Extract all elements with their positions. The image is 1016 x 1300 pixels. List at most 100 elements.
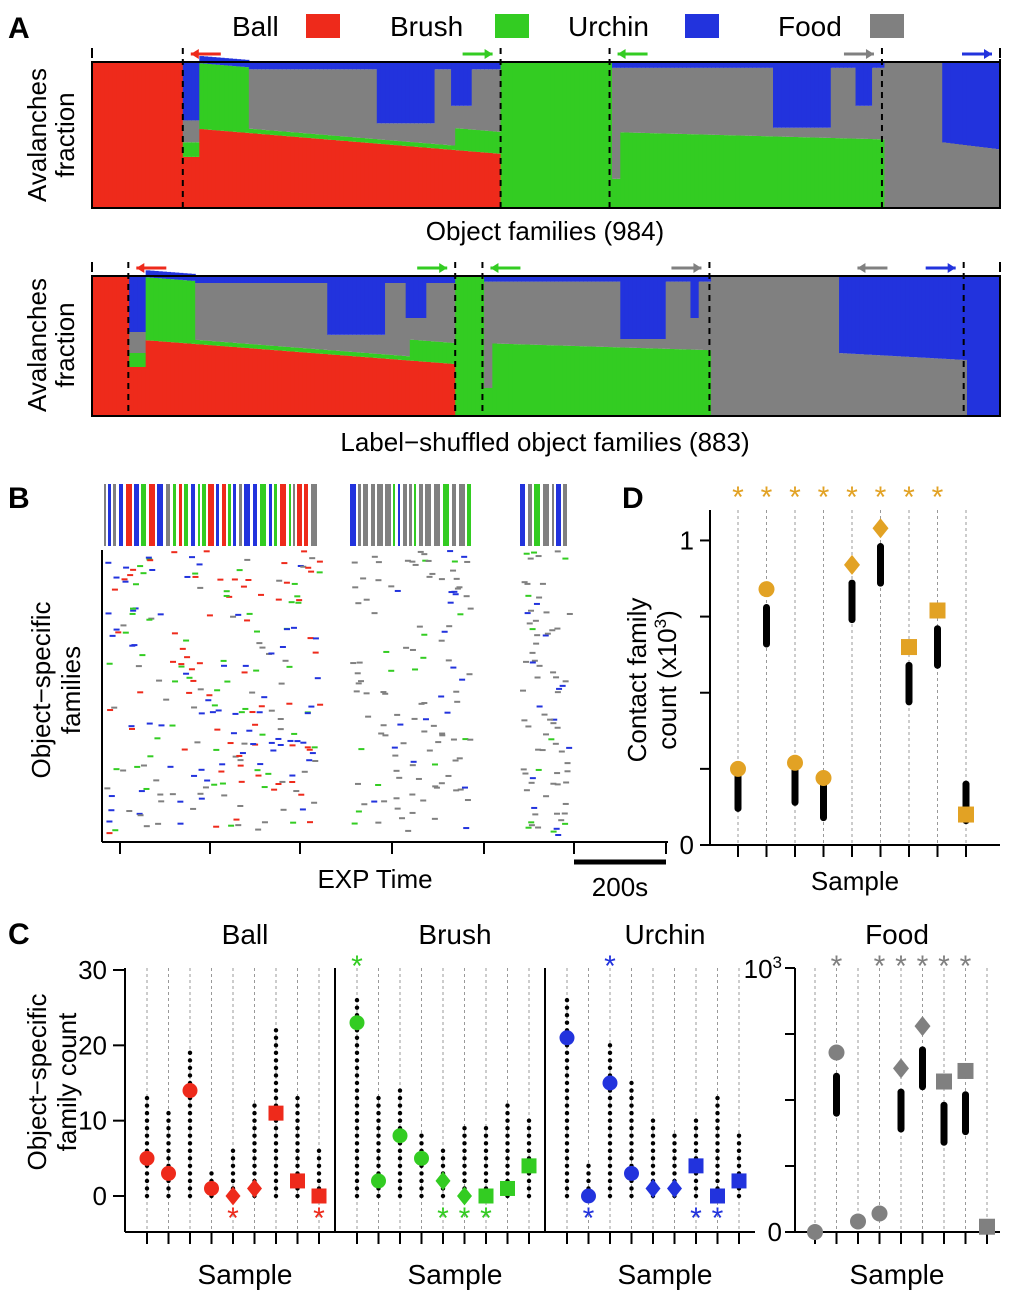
area-cell	[719, 276, 725, 416]
area-cell	[706, 67, 712, 135]
family-dash	[196, 662, 203, 665]
area-cell	[446, 62, 452, 70]
family-dash	[147, 755, 154, 758]
area-cell	[199, 56, 205, 64]
family-dash	[111, 588, 118, 591]
area-cell	[744, 67, 749, 136]
area-cell	[719, 62, 725, 68]
area-cell	[991, 276, 997, 416]
area-cell	[306, 133, 312, 138]
area-cell	[872, 276, 877, 355]
area-cell	[294, 347, 299, 352]
area-cell	[484, 388, 489, 416]
area-cell	[525, 344, 531, 416]
family-dash	[532, 619, 539, 622]
null-dot	[376, 1133, 381, 1138]
family-dash	[232, 755, 239, 758]
family-stripe	[166, 484, 170, 546]
legend-label-urchin: Urchin	[568, 11, 649, 42]
null-dot	[505, 1110, 510, 1116]
family-dash	[261, 786, 268, 789]
area-cell	[236, 132, 242, 208]
area-cell	[463, 62, 469, 106]
null-dot	[376, 1148, 381, 1154]
family-dash	[204, 779, 211, 782]
area-cell	[698, 62, 704, 68]
area-cell	[277, 283, 283, 347]
family-dash	[258, 705, 265, 708]
contact-marker	[844, 554, 860, 575]
family-dash	[409, 793, 416, 796]
family-stripe	[377, 484, 383, 546]
null-dot	[252, 1156, 257, 1161]
family-stripe	[452, 484, 456, 546]
null-dot	[273, 1193, 279, 1199]
area-cell	[405, 360, 411, 416]
area-cell	[484, 281, 489, 388]
area-cell	[145, 277, 151, 341]
area-cell	[455, 128, 460, 151]
area-cell	[764, 136, 770, 208]
area-cell	[892, 356, 898, 416]
area-cell	[153, 270, 159, 278]
area-cell	[719, 135, 725, 208]
family-dash	[257, 763, 264, 766]
null-dot	[564, 1133, 570, 1138]
family-dash	[163, 698, 170, 701]
area-cell	[863, 62, 869, 106]
family-stripe	[134, 484, 139, 546]
family-stripe	[119, 484, 123, 546]
null-dot	[376, 1118, 381, 1123]
area-cell	[244, 59, 250, 68]
area-cell	[756, 136, 762, 208]
null-dot	[273, 1088, 279, 1093]
null-dot	[376, 1110, 381, 1116]
area-cell	[252, 344, 258, 349]
area-cell	[141, 367, 147, 416]
area-cell	[872, 67, 877, 140]
family-dash	[157, 613, 164, 616]
family-dash	[380, 724, 387, 727]
family-dash	[463, 827, 470, 830]
area-cell	[372, 69, 378, 140]
area-cell	[290, 347, 295, 352]
null-dot	[672, 1171, 677, 1176]
family-dash	[363, 598, 370, 601]
area-cell	[409, 142, 415, 147]
area-cell	[327, 350, 332, 355]
area-cell	[789, 276, 795, 416]
area-cell	[298, 347, 304, 353]
significance-star: *	[480, 1202, 492, 1235]
area-cell	[541, 281, 547, 346]
family-dash	[399, 817, 406, 820]
area-cell	[839, 62, 844, 68]
family-dash	[220, 659, 227, 662]
area-cell	[847, 62, 853, 68]
null-dot	[252, 1110, 257, 1116]
family-dash	[446, 625, 453, 628]
area-cell	[657, 348, 663, 416]
area-cell	[546, 276, 551, 282]
null-dot	[376, 1141, 381, 1146]
y-tick-label: 0	[93, 1181, 107, 1211]
family-dash	[358, 748, 365, 751]
contact-marker	[929, 602, 946, 619]
subplot-title: Urchin	[625, 919, 706, 950]
null-dot	[607, 1186, 613, 1191]
family-stripe	[371, 484, 375, 546]
area-cell	[298, 276, 304, 283]
family-dash	[179, 647, 186, 650]
area-cell	[933, 62, 939, 208]
family-dash	[312, 759, 319, 762]
area-cell	[211, 341, 217, 346]
area-cell	[310, 138, 316, 208]
area-cell	[211, 276, 217, 283]
family-dash	[170, 660, 177, 663]
family-dash	[533, 642, 540, 645]
area-cell	[768, 67, 774, 137]
d-xlabel: Sample	[811, 866, 899, 896]
family-dash	[282, 659, 289, 662]
area-cell	[368, 334, 374, 354]
count-marker	[521, 1158, 537, 1174]
family-stripe	[425, 484, 431, 546]
